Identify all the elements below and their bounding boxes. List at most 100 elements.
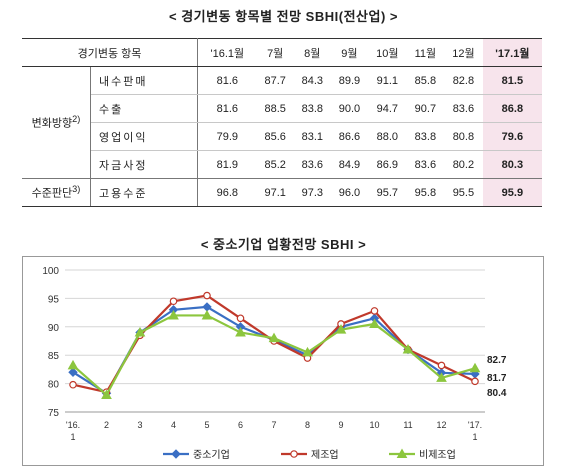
data-point — [203, 291, 211, 300]
table-cell: 83.6 — [444, 94, 483, 123]
data-point — [370, 307, 379, 315]
column-header: 8월 — [293, 38, 331, 67]
data-point — [302, 346, 313, 357]
line-chart: 75 80 85 90 95 100'16. 1 2 3 4 5 6 7 8 9 10 11 12'17. 1 82.… — [22, 256, 544, 466]
data-point — [469, 362, 481, 373]
table-cell: 85.6 — [256, 122, 294, 151]
table-cell: 86.9 — [367, 150, 407, 179]
data-point — [168, 309, 179, 320]
legend-marker — [290, 450, 298, 458]
table-cell: 83.1 — [293, 122, 331, 151]
table-cell: 85.8 — [406, 66, 445, 95]
table-title: < 경기변동 항목별 전망 SBHI(전산업) > — [169, 9, 398, 24]
table-cell-highlight: 80.3 — [482, 150, 542, 179]
x-tick-label: 10 — [369, 420, 379, 430]
table-cell: 81.9 — [197, 150, 257, 179]
table-row: 자금사정 81.9 85.2 83.6 84.9 86.9 83.6 80.2 … — [22, 150, 542, 179]
data-point — [101, 389, 112, 399]
table-cell-highlight: 95.9 — [482, 178, 542, 207]
x-tick-label: 5 — [204, 420, 209, 430]
data-point — [236, 314, 245, 323]
data-point — [369, 318, 380, 328]
data-point — [437, 361, 446, 370]
table-cell-highlight: 81.5 — [482, 66, 542, 95]
legend-label: 비제조업 — [419, 448, 456, 461]
y-tick-label: 75 — [48, 408, 60, 419]
data-label: 82.7 — [487, 355, 507, 366]
table-cell: 88.5 — [256, 94, 294, 123]
legend-marker — [171, 449, 181, 459]
data-point — [436, 372, 447, 382]
table-row: 수출 81.6 88.5 83.8 90.0 94.7 90.7 83.6 86… — [22, 94, 542, 123]
table-corner-header: 경기변동 항목 — [22, 38, 198, 67]
table-cell: 95.5 — [444, 178, 483, 207]
x-tick-label: 8 — [305, 420, 310, 430]
y-tick-label: 95 — [48, 294, 60, 305]
x-tick-label: 1 — [70, 432, 75, 442]
data-point — [268, 332, 280, 343]
table-cell: 83.6 — [406, 150, 445, 179]
table-cell: 96.0 — [330, 178, 368, 207]
table-cell: 95.7 — [367, 178, 407, 207]
x-tick-label: 1 — [472, 432, 477, 442]
table-cell: 84.3 — [293, 66, 331, 95]
y-tick-label: 80 — [48, 380, 60, 391]
table-cell: 86.6 — [330, 122, 368, 151]
table-cell: 96.8 — [197, 178, 257, 207]
table-cell: 90.0 — [330, 94, 368, 123]
item-label: 고용수준 — [90, 178, 198, 207]
item-label: 자금사정 — [90, 150, 198, 179]
data-point — [235, 326, 246, 337]
group-label: 변화방향2) — [22, 66, 91, 179]
group-label: 수준판단3) — [22, 178, 91, 207]
column-header: 11월 — [406, 38, 445, 67]
table-cell: 94.7 — [367, 94, 407, 123]
table-cell: 95.8 — [406, 178, 445, 207]
x-tick-label: 7 — [271, 420, 276, 430]
item-label: 수출 — [90, 94, 198, 123]
table-row: 변화방향2) 내수판매 81.6 87.7 84.3 89.9 91.1 85.… — [22, 66, 542, 179]
column-header: 10월 — [367, 38, 407, 67]
table-cell: 79.9 — [197, 122, 257, 151]
x-tick-label: 2 — [104, 420, 109, 430]
x-tick-label: 12 — [436, 420, 446, 430]
data-point — [169, 297, 178, 306]
column-header: 7월 — [256, 38, 294, 67]
x-tick-label: '16. — [66, 420, 80, 430]
table-header-row: 경기변동 항목 '16.1월 7월 8월 9월 10월 11월 12월 '17.… — [22, 38, 542, 67]
data-point — [134, 326, 146, 337]
table-cell: 84.9 — [330, 150, 368, 179]
data-point — [471, 377, 479, 386]
table-cell: 97.1 — [256, 178, 294, 207]
data-point — [201, 309, 213, 320]
item-label: 영업이익 — [90, 122, 198, 151]
table-cell: 83.6 — [293, 150, 331, 179]
table-cell: 83.8 — [293, 94, 331, 123]
x-tick-label: 4 — [171, 420, 176, 430]
table-cell: 88.0 — [367, 122, 407, 151]
table-row: 영업이익 79.9 85.6 83.1 86.6 88.0 83.8 80.8 … — [22, 122, 542, 151]
data-point — [67, 359, 79, 370]
table-row: 수준판단3) 고용수준 96.8 97.1 97.3 96.0 95.7 95.… — [22, 178, 542, 207]
x-tick-label: 11 — [403, 420, 412, 430]
item-label: 내수판매 — [90, 66, 198, 95]
data-point — [69, 380, 77, 389]
y-tick-label: 90 — [48, 323, 60, 334]
data-point — [402, 344, 414, 354]
table-cell: 82.8 — [444, 66, 483, 95]
table-cell-highlight: 79.6 — [482, 122, 542, 151]
column-header: 9월 — [330, 38, 368, 67]
table-cell: 97.3 — [293, 178, 331, 207]
legend-marker — [396, 448, 408, 458]
table-cell-highlight: 86.8 — [482, 94, 542, 123]
x-tick-label: '17. — [468, 420, 482, 430]
x-tick-label: 3 — [137, 420, 142, 430]
x-tick-label: 9 — [338, 420, 343, 430]
column-header: 12월 — [444, 38, 483, 67]
table-cell: 81.6 — [197, 66, 257, 95]
table-cell: 90.7 — [406, 94, 445, 123]
series-line — [72, 305, 476, 395]
table-cell: 80.2 — [444, 150, 483, 179]
table-cell: 91.1 — [367, 66, 407, 95]
